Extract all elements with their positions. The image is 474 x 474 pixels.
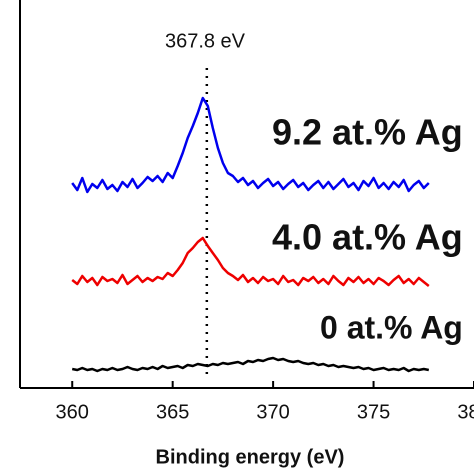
spectrum-line	[71, 96, 430, 194]
series-label: 9.2 at.% Ag	[272, 112, 463, 153]
series-label: 0 at.% Ag	[320, 309, 463, 345]
x-tick-label: 375	[357, 401, 390, 423]
spectrum-line	[71, 356, 430, 373]
x-tick-label: 380	[457, 401, 474, 423]
x-axis-title: Binding energy (eV)	[156, 446, 345, 468]
x-tick-label: 365	[156, 401, 189, 423]
spectrum-line	[71, 236, 430, 287]
x-tick-label: 360	[56, 401, 89, 423]
x-tick-label: 370	[256, 401, 289, 423]
series-label: 4.0 at.% Ag	[272, 217, 463, 258]
peak-annotation: 367.8 eV	[165, 30, 246, 52]
